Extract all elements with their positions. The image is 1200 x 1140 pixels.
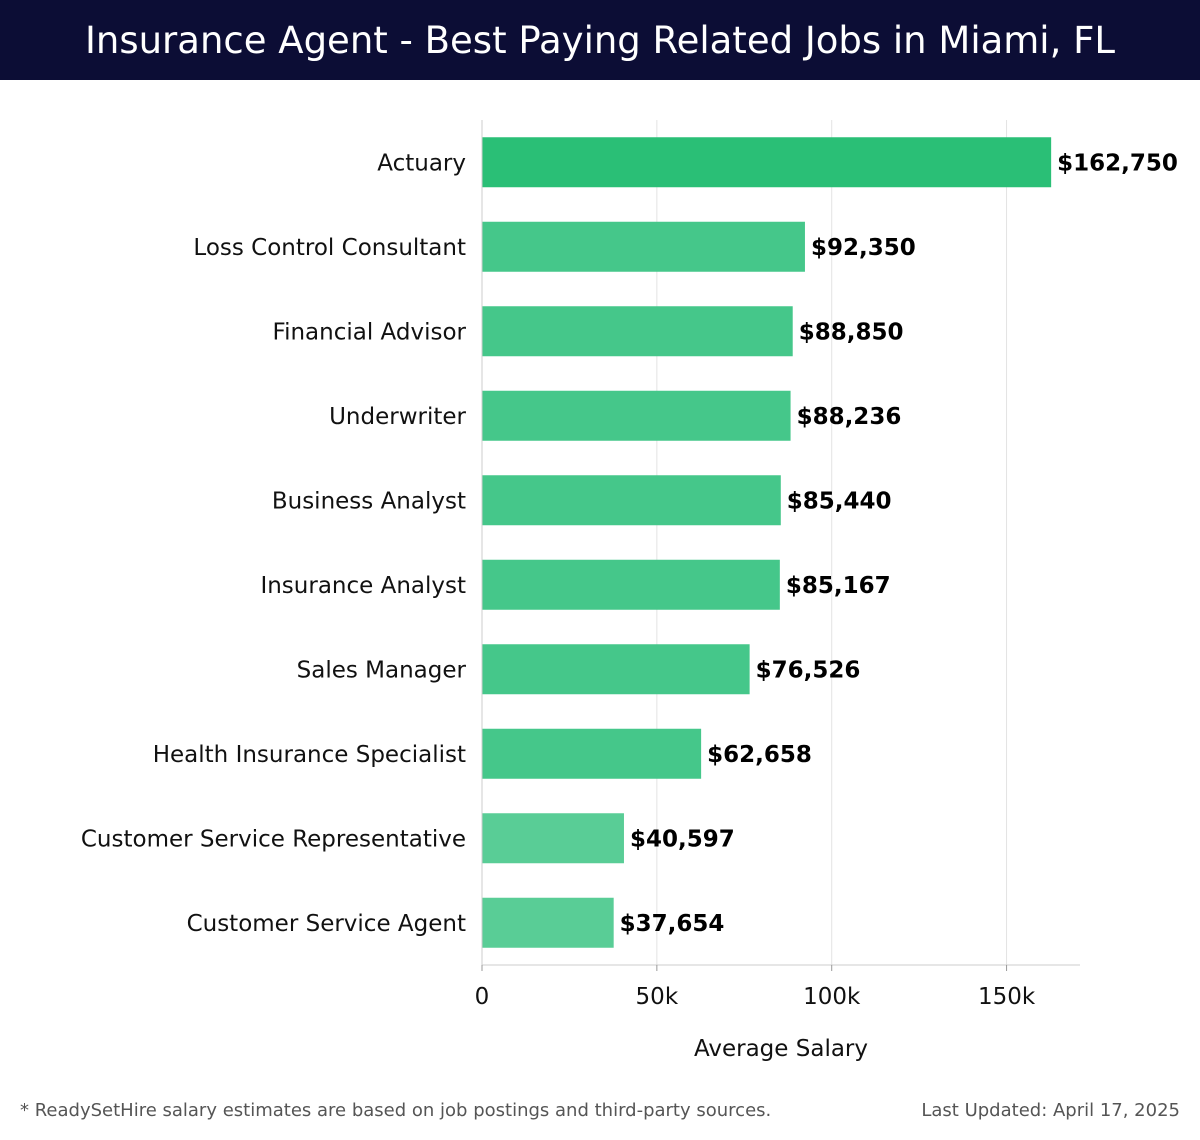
- bar-health-insurance-specialist: [482, 728, 702, 779]
- bar-actuary: [482, 137, 1052, 188]
- category-label: Financial Advisor: [273, 319, 467, 345]
- bar-customer-service-representative: [482, 813, 624, 864]
- bar-customer-service-agent: [482, 897, 614, 948]
- category-label: Customer Service Representative: [81, 826, 466, 852]
- footnote: * ReadySetHire salary estimates are base…: [20, 1100, 772, 1121]
- labels: Actuary $162,750 Loss Control Consultant $9…: [81, 150, 1178, 937]
- bars: [482, 137, 1052, 948]
- category-label: Actuary: [377, 150, 466, 176]
- value-label: $88,236: [797, 404, 902, 430]
- value-label: $76,526: [756, 657, 861, 683]
- bar-underwriter: [482, 390, 791, 441]
- category-label: Underwriter: [329, 404, 466, 430]
- category-label: Health Insurance Specialist: [153, 742, 466, 768]
- x-axis-title: Average Salary: [694, 1036, 868, 1062]
- value-label: $88,850: [799, 319, 904, 345]
- bar-financial-advisor: [482, 306, 793, 357]
- value-label: $162,750: [1057, 150, 1178, 176]
- value-label: $92,350: [811, 235, 916, 261]
- bar-business-analyst: [482, 475, 781, 526]
- x-tick-label: 0: [475, 984, 490, 1010]
- value-label: $62,658: [707, 742, 812, 768]
- bar-loss-control-consultant: [482, 221, 805, 272]
- bar-sales-manager: [482, 644, 750, 695]
- chart-header: Insurance Agent - Best Paying Related Jo…: [0, 0, 1200, 80]
- category-label: Sales Manager: [297, 657, 467, 683]
- category-label: Customer Service Agent: [187, 911, 466, 937]
- value-label: $85,167: [786, 573, 891, 599]
- x-tick-label: 100k: [803, 984, 861, 1010]
- category-label: Loss Control Consultant: [193, 235, 466, 261]
- value-label: $85,440: [787, 488, 892, 514]
- x-axis: 0 50k 100k 150k Average Salary: [475, 120, 1080, 1062]
- value-label: $40,597: [630, 826, 735, 852]
- bar-insurance-analyst: [482, 559, 780, 610]
- value-label: $37,654: [620, 911, 725, 937]
- category-label: Business Analyst: [272, 488, 466, 514]
- last-updated: Last Updated: April 17, 2025: [921, 1100, 1180, 1121]
- x-tick-label: 150k: [978, 984, 1036, 1010]
- chart-title: Insurance Agent - Best Paying Related Jo…: [84, 18, 1116, 62]
- category-label: Insurance Analyst: [260, 573, 466, 599]
- salary-bar-chart: Actuary $162,750 Loss Control Consultant $9…: [81, 120, 1178, 1062]
- x-tick-label: 50k: [636, 984, 679, 1010]
